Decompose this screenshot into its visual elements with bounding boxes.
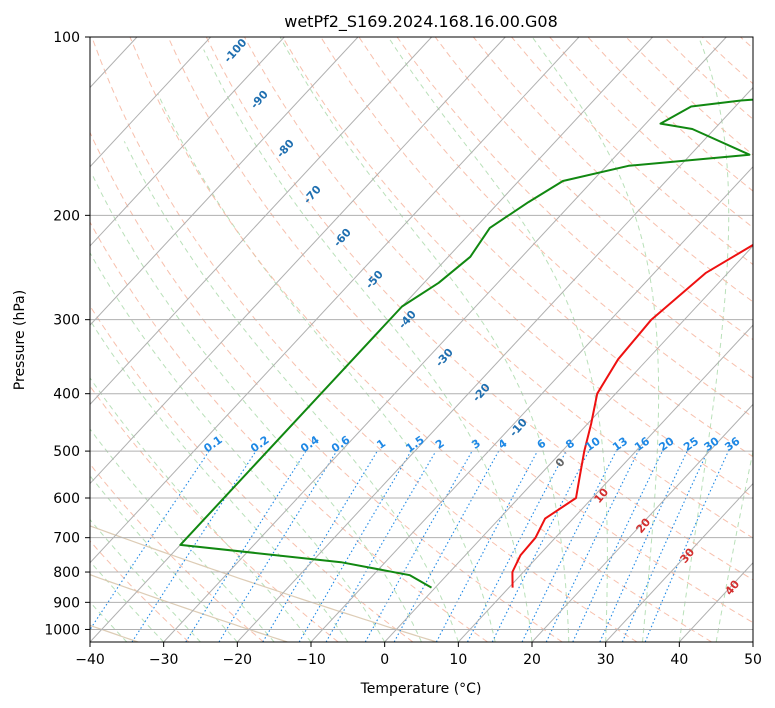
isotherm xyxy=(384,245,753,642)
isotherm xyxy=(310,165,753,642)
isotherm xyxy=(605,482,753,642)
isotherm xyxy=(90,37,285,247)
moist-adiabat xyxy=(90,518,201,642)
moist-adiabat xyxy=(90,474,238,642)
moist-adiabat xyxy=(715,448,753,642)
dry-adiabat xyxy=(205,37,753,581)
mixing-ratio-line xyxy=(131,450,257,642)
mixing-ratio-line xyxy=(491,450,590,642)
x-axis-title: Temperature (°C) xyxy=(360,681,482,697)
y-tick-label: 800 xyxy=(53,565,80,581)
chart-title: wetPf2_S169.2024.168.16.00.G08 xyxy=(284,12,558,32)
y-tick-label: 900 xyxy=(53,595,80,611)
x-tick-label: 0 xyxy=(380,652,389,668)
plot-frame xyxy=(89,36,754,643)
moist-adiabat xyxy=(90,428,275,642)
isotherm xyxy=(90,37,359,326)
isotherm xyxy=(236,86,753,642)
data-layer xyxy=(179,98,753,589)
x-tick-label: 30 xyxy=(597,652,615,668)
dewpoint-line xyxy=(179,98,753,589)
x-tick-label: −40 xyxy=(75,652,105,668)
isotherm xyxy=(457,324,753,642)
x-tick-label: −20 xyxy=(223,652,253,668)
moist-adiabat xyxy=(531,37,660,642)
moist-adiabat xyxy=(90,377,312,642)
y-tick-label: 100 xyxy=(53,30,80,46)
x-tick-label: 40 xyxy=(670,652,688,668)
isotherm xyxy=(0,37,63,642)
moist-adiabat xyxy=(91,173,422,642)
theta-line xyxy=(90,525,437,642)
mixing-ratio-line xyxy=(90,450,210,631)
moist-adiabat xyxy=(279,37,570,642)
x-tick-label: −30 xyxy=(149,652,179,668)
y-tick-label: 500 xyxy=(53,444,80,460)
dry-adiabat xyxy=(90,463,264,642)
dry-adiabat xyxy=(473,37,753,303)
mixing-ratio-line xyxy=(521,450,617,642)
isotherm xyxy=(163,37,727,642)
dry-adiabat xyxy=(90,221,488,642)
x-tick-label: −10 xyxy=(296,652,326,668)
y-tick-label: 1000 xyxy=(44,622,80,638)
mixing-ratio-line xyxy=(218,450,338,642)
dry-adiabat xyxy=(244,37,753,539)
moist-adiabat xyxy=(387,37,608,642)
isotherm xyxy=(752,641,753,642)
isotherm xyxy=(90,37,212,168)
y-tick-label: 300 xyxy=(53,313,80,329)
axes: −40 −30 −20 −10 0 10 20 30 40 50 100 200 300 400 500 60… xyxy=(44,30,762,668)
isotherm xyxy=(90,37,433,406)
dry-adiabat xyxy=(91,37,638,642)
isotherm xyxy=(90,37,506,485)
x-tick-label: 10 xyxy=(449,652,467,668)
mixing-ratio-line xyxy=(435,450,538,642)
mixing-ratio-line xyxy=(393,450,500,642)
theta-line xyxy=(90,574,288,642)
plot-area xyxy=(90,37,753,642)
dry-adiabat xyxy=(282,37,753,498)
x-tick-label: 20 xyxy=(523,652,541,668)
y-tick-label: 400 xyxy=(53,387,80,403)
mixing-ratio-line xyxy=(185,450,307,642)
isotherm xyxy=(531,403,753,642)
mixing-ratio-line xyxy=(621,450,709,642)
y-axis-title: Pressure (hPa) xyxy=(12,290,28,390)
x-tick-label: 50 xyxy=(744,652,762,668)
dry-adiabat xyxy=(167,37,753,624)
y-tick-label: 200 xyxy=(53,208,80,224)
y-tick-label: 600 xyxy=(53,491,80,507)
dry-adiabat xyxy=(90,131,563,642)
y-tick-label: 700 xyxy=(53,531,80,547)
mixing-ratio-line xyxy=(364,450,473,642)
dry-adiabat xyxy=(90,540,190,642)
temperature-line xyxy=(511,243,753,588)
dry-adiabat xyxy=(434,37,753,341)
dry-adiabat xyxy=(396,37,753,379)
isotherm xyxy=(90,37,580,564)
dry-adiabat xyxy=(129,37,712,642)
